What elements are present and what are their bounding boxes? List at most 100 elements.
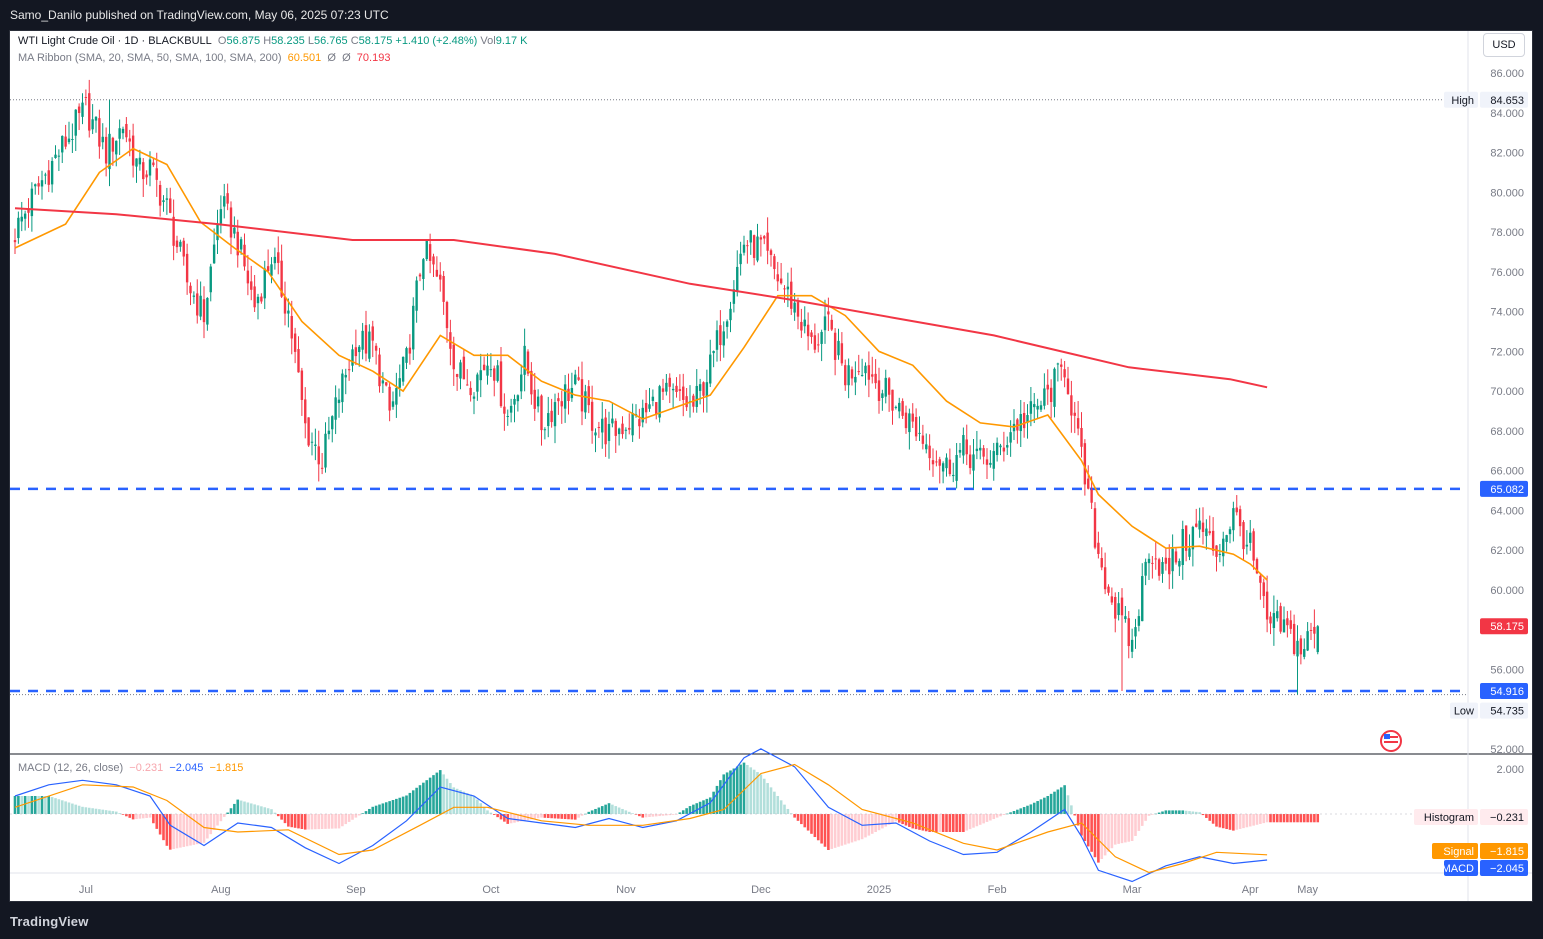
candle-up [425,240,428,260]
chart-canvas[interactable]: 86.000 84.000 82.000 80.000 78.000 76.000 74.0… [10,31,1532,901]
histogram-tag [1414,809,1478,825]
macd-histogram-bar [597,807,601,814]
candle-up [331,416,334,430]
macd-histogram-bar [290,814,294,828]
candle-down [354,347,358,357]
candle-up [395,388,398,405]
candle-up [732,289,736,304]
candle-down [965,439,968,455]
candle-down [1255,559,1259,574]
macd-histogram-bar [992,814,996,820]
candle-down [145,174,148,178]
price-tick-label: 80.000 [1490,187,1524,199]
macd-histogram-bar [1242,814,1245,829]
support-badge [1480,683,1528,700]
candle-up [273,256,277,264]
candle-down [1184,525,1188,551]
macd-histogram-bar [654,814,658,817]
macd-histogram-bar [37,796,40,814]
tradingview-logo[interactable]: TradingView [10,914,89,929]
macd-indicator-label[interactable]: MACD (12, 26, close) [18,762,124,774]
macd-histogram-bar [914,814,918,830]
macd-histogram-bar [317,814,321,830]
macd-histogram-bar [590,810,594,814]
symbol-name[interactable]: WTI Light Crude Oil · 1D · BLACKBULL [18,35,212,47]
macd-histogram-bar [607,803,611,814]
candle-down [435,269,439,277]
macd-histogram-bar [681,810,685,814]
candle-up [324,433,327,468]
macd-histogram-bar [729,770,732,814]
symbol-legend: WTI Light Crude Oil · 1D · BLACKBULL O56… [18,35,528,47]
macd-histogram-bar [334,814,337,829]
candle-up [860,374,864,376]
macd-histogram-bar [1151,814,1154,815]
candle-down [189,285,192,294]
macd-value: −2.045 [1490,863,1524,875]
macd-histogram-bar [17,796,20,814]
currency-button[interactable]: USD [1483,33,1525,57]
price-tick-label: 72.000 [1490,346,1524,358]
macd-histogram-bar [148,814,152,818]
macd-histogram-bar [1056,789,1060,814]
macd-histogram-bar [1093,814,1097,858]
signal-line[interactable] [14,763,1268,874]
macd-histogram-bar [789,813,793,814]
macd-histogram-bar [182,814,186,847]
macd-histogram-bar [1066,795,1070,814]
candle-up [74,109,77,136]
macd-histogram-bar [560,814,564,819]
candle-up [975,448,979,452]
macd-histogram-bar [233,803,236,814]
candle-up [314,444,317,446]
candle-up [1006,445,1009,448]
ma-ribbon-label[interactable]: MA Ribbon (SMA, 20, SMA, 50, SMA, 100, S… [18,52,282,64]
candle-down [266,266,270,272]
macd-histogram-bar [287,814,290,827]
macd-histogram-bar [283,814,287,824]
candle-down [418,274,422,277]
candle-down [13,240,17,243]
candle-down [752,235,756,258]
sma20-line[interactable] [14,147,1268,581]
candle-up [962,435,965,456]
candle-up [1225,535,1228,542]
open-value: 56.875 [226,35,261,47]
macd-histogram-bar [249,803,253,814]
volume-value: 9.17 K [495,35,528,47]
macd-histogram-bar [1167,810,1171,814]
macd-histogram-bar [850,814,854,843]
macd-histogram-bar [13,796,17,814]
macd-histogram-bar [1032,802,1036,814]
candle-down [540,395,543,431]
candle-down [317,446,320,465]
macd-histogram-bar [108,810,111,814]
macd-histogram-bar [1174,810,1178,814]
candle-down [128,138,131,142]
macd-histogram-bar [384,802,388,814]
macd-histogram-bar [145,814,148,818]
candle-down [1252,531,1255,561]
macd-histogram-bar [1140,814,1144,826]
candle-up [742,244,746,253]
macd-line[interactable] [14,748,1268,883]
macd-histogram-bar [87,807,91,814]
low-value: 56.765 [314,35,348,47]
macd-histogram-bar [995,814,999,818]
candle-up [523,345,526,375]
sma200-line[interactable] [14,207,1268,389]
high-label: H [263,35,272,47]
macd-histogram-bar [951,814,955,832]
candle-down [857,371,860,373]
macd-histogram-bar [192,814,196,845]
candle-down [1022,412,1026,429]
macd-histogram-bar [155,814,159,829]
price-tick-label: 82.000 [1490,148,1524,160]
candle-down [587,386,590,406]
candle-up [574,374,577,385]
candle-up [361,330,364,350]
price-tick-label: 64.000 [1490,505,1524,517]
candle-up [179,241,182,247]
macd-histogram-bar [712,791,715,814]
macd-histogram-bar [368,808,371,814]
